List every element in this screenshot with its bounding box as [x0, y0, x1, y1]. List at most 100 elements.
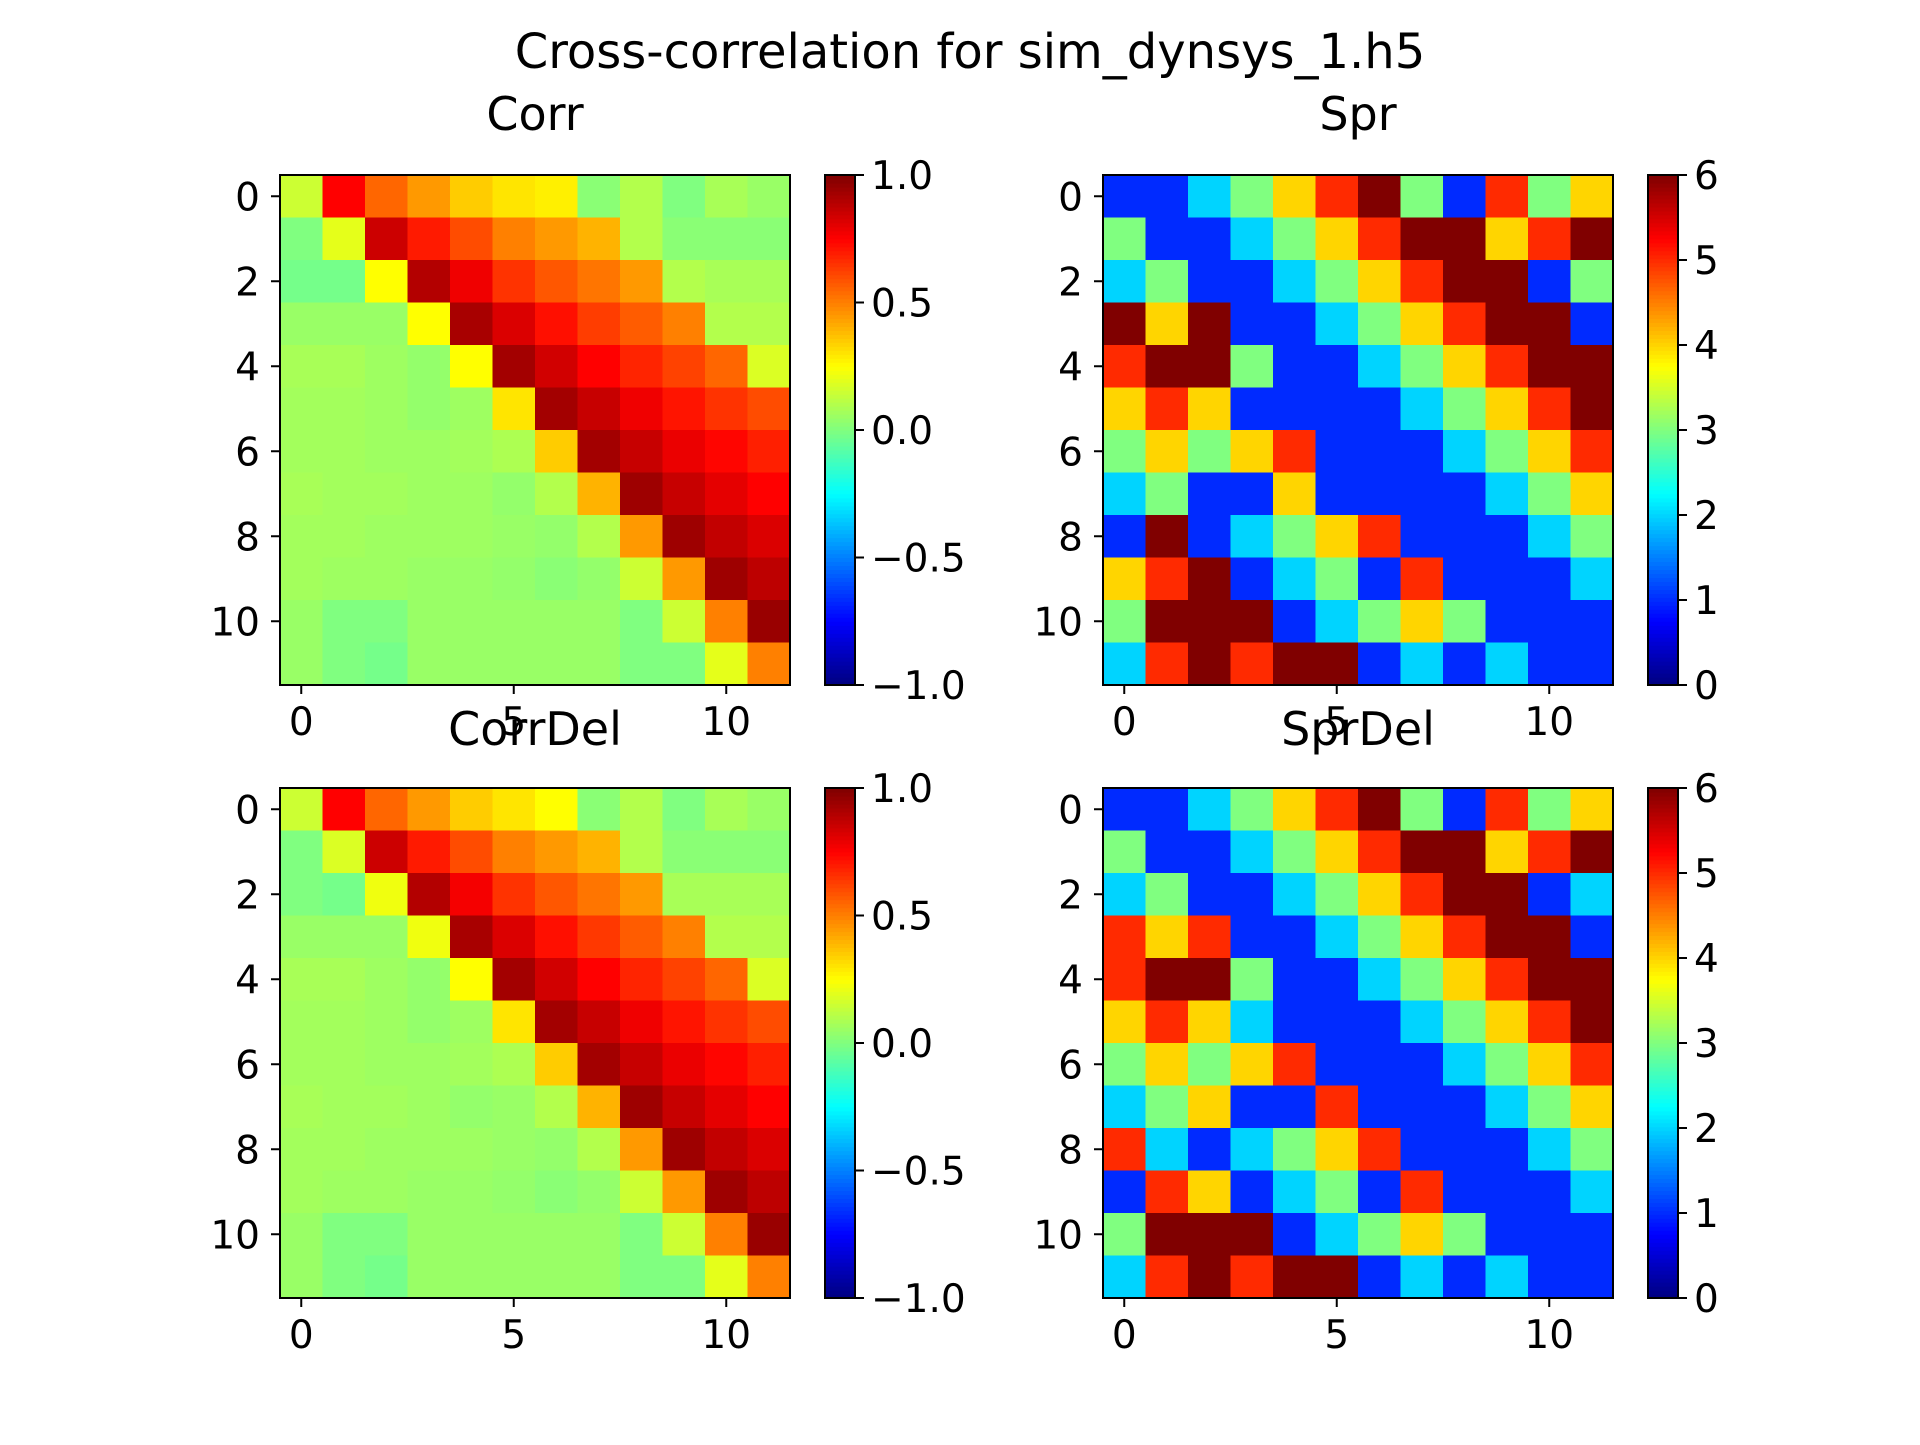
- heatmap-cell: [1188, 788, 1232, 832]
- colorbar-segment: [825, 665, 855, 670]
- colorbar-segment: [825, 955, 855, 960]
- colorbar-segment: [825, 1015, 855, 1020]
- heatmap-cell: [577, 260, 621, 304]
- heatmap-cell: [535, 472, 579, 516]
- heatmap-cell: [1485, 788, 1529, 832]
- colorbar-segment: [825, 1106, 855, 1112]
- colorbar-segment: [825, 899, 855, 905]
- heatmap-cell: [1145, 1000, 1189, 1044]
- heatmap-cell: [662, 788, 706, 832]
- heatmap-cell: [1315, 1128, 1359, 1172]
- heatmap-cell: [407, 345, 451, 389]
- heatmap-cell: [450, 600, 494, 644]
- colorbar-segment: [825, 875, 855, 881]
- heatmap-cell: [620, 600, 664, 644]
- y-tick-label: 6: [235, 1043, 260, 1088]
- x-tick-label: 5: [1324, 1313, 1349, 1358]
- heatmap-cell: [620, 830, 664, 874]
- heatmap-cell: [1400, 260, 1444, 304]
- colorbar-segment: [1648, 175, 1678, 180]
- colorbar-segment: [825, 1098, 855, 1104]
- colorbar-segment: [825, 641, 855, 646]
- colorbar-segment: [1648, 1031, 1678, 1036]
- colorbar-segment: [1648, 947, 1678, 952]
- colorbar-segment: [1648, 855, 1678, 861]
- colorbar-segment: [825, 497, 855, 503]
- heatmap-cell: [577, 217, 621, 261]
- colorbar-segment: [1648, 1074, 1678, 1080]
- heatmap-cell: [450, 175, 494, 219]
- heatmap-cell: [1145, 345, 1189, 389]
- heatmap-cell: [322, 600, 366, 644]
- heatmap-cell: [1358, 873, 1402, 917]
- heatmap-cell: [535, 1255, 579, 1299]
- colorbar-segment: [1648, 449, 1678, 455]
- colorbar-segment: [1648, 1166, 1678, 1172]
- heatmap-cell: [1485, 472, 1529, 516]
- heatmap-cell: [365, 387, 409, 431]
- heatmap-cell: [492, 600, 536, 644]
- colorbar-segment: [1648, 318, 1678, 324]
- colorbar-tick-label: 1.0: [871, 154, 933, 199]
- heatmap-cell: [1358, 1128, 1402, 1172]
- heatmap-cell: [1315, 830, 1359, 874]
- heatmap-cell: [1273, 430, 1317, 474]
- heatmap-cell: [365, 873, 409, 917]
- heatmap-cell: [1315, 642, 1359, 686]
- colorbar-segment: [825, 1166, 855, 1172]
- heatmap-cell: [535, 1213, 579, 1257]
- heatmap-cell: [407, 1000, 451, 1044]
- colorbar-segment: [825, 1150, 855, 1156]
- colorbar-segment: [1648, 517, 1678, 523]
- heatmap-cell: [1528, 788, 1572, 832]
- heatmap-cell: [1570, 1000, 1614, 1044]
- heatmap-cell: [1230, 515, 1274, 559]
- colorbar-segment: [1648, 410, 1678, 415]
- heatmap-cell: [1528, 600, 1572, 644]
- heatmap-cell: [280, 830, 324, 874]
- colorbar-segment: [825, 1210, 855, 1215]
- heatmap-cell: [1230, 830, 1274, 874]
- y-tick-label: 0: [235, 788, 260, 833]
- colorbar-segment: [1648, 378, 1678, 383]
- colorbar-segment: [825, 310, 855, 316]
- heatmap-cell: [1145, 1043, 1189, 1087]
- heatmap-cell: [1230, 873, 1274, 917]
- colorbar-segment: [1648, 374, 1678, 379]
- heatmap-cell: [705, 345, 749, 389]
- colorbar-segment: [1648, 1094, 1678, 1100]
- heatmap-cell: [1443, 557, 1487, 601]
- heatmap-cell: [1400, 1085, 1444, 1129]
- heatmap-cell: [1103, 642, 1147, 686]
- colorbar-segment: [825, 441, 855, 447]
- colorbar-segment: [825, 851, 855, 857]
- heatmap-cell: [407, 1128, 451, 1172]
- heatmap-cell: [450, 472, 494, 516]
- colorbar-segment: [1648, 222, 1678, 228]
- heatmap-cell: [1188, 915, 1232, 959]
- heatmap-cell: [280, 387, 324, 431]
- heatmap-cell: [1145, 1170, 1189, 1214]
- heatmap-cell: [492, 642, 536, 686]
- colorbar-segment: [1648, 903, 1678, 909]
- colorbar-segment: [1648, 1262, 1678, 1267]
- heatmap-cell: [280, 600, 324, 644]
- colorbar-segment: [1648, 1190, 1678, 1195]
- heatmap-cell: [1400, 788, 1444, 832]
- axes-frame: [279, 787, 791, 1299]
- heatmap-cell: [1400, 915, 1444, 959]
- colorbar-segment: [825, 258, 855, 264]
- colorbar-segment: [825, 927, 855, 933]
- heatmap-cell: [747, 430, 791, 474]
- colorbar-segment: [825, 1242, 855, 1247]
- heatmap-cell: [1485, 515, 1529, 559]
- colorbar-segment: [1648, 617, 1678, 622]
- colorbar-segment: [825, 839, 855, 845]
- heatmap-cell: [322, 1000, 366, 1044]
- colorbar-segment: [825, 282, 855, 288]
- heatmap-cell: [450, 958, 494, 1002]
- colorbar-segment: [825, 465, 855, 471]
- colorbar-segment: [825, 433, 855, 439]
- heatmap-cell: [577, 1128, 621, 1172]
- heatmap-cell: [1485, 217, 1529, 261]
